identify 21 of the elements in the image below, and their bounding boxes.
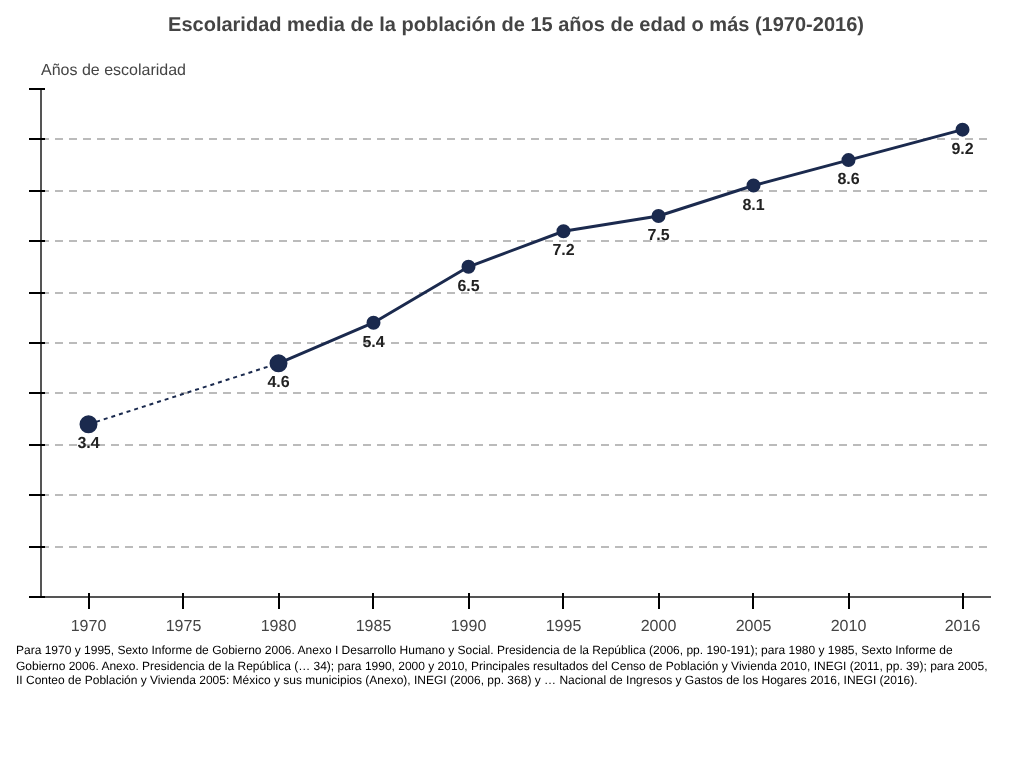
data-label: 3.4 [77, 434, 101, 453]
data-label: 5.4 [362, 332, 386, 351]
x-tick-label: 2016 [944, 617, 982, 635]
data-label: 7.5 [647, 226, 671, 244]
x-tick-label: 1990 [450, 617, 488, 635]
data-label: 7.2 [552, 241, 576, 260]
chart-title: Escolaridad media de la población de 15 años de edad o más (1970-2016) [168, 15, 864, 37]
x-tick-label: 1970 [70, 617, 108, 635]
x-tick-label: 2005 [735, 617, 773, 635]
data-label: 8.6 [837, 170, 861, 189]
x-tick-label: 2000 [640, 617, 678, 635]
x-tick-label: 1985 [355, 617, 393, 635]
x-tick-label: 2010 [830, 617, 868, 635]
y-axis-title: Años de escolaridad [41, 61, 186, 79]
x-tick-label: 1975 [165, 617, 203, 635]
data-label: 9.2 [951, 139, 975, 158]
x-tick-label: 1980 [260, 617, 298, 635]
data-label: 4.6 [267, 373, 291, 392]
data-label: 8.1 [742, 195, 766, 214]
data-label: 6.5 [457, 276, 481, 295]
x-tick-label: 1995 [545, 617, 583, 635]
